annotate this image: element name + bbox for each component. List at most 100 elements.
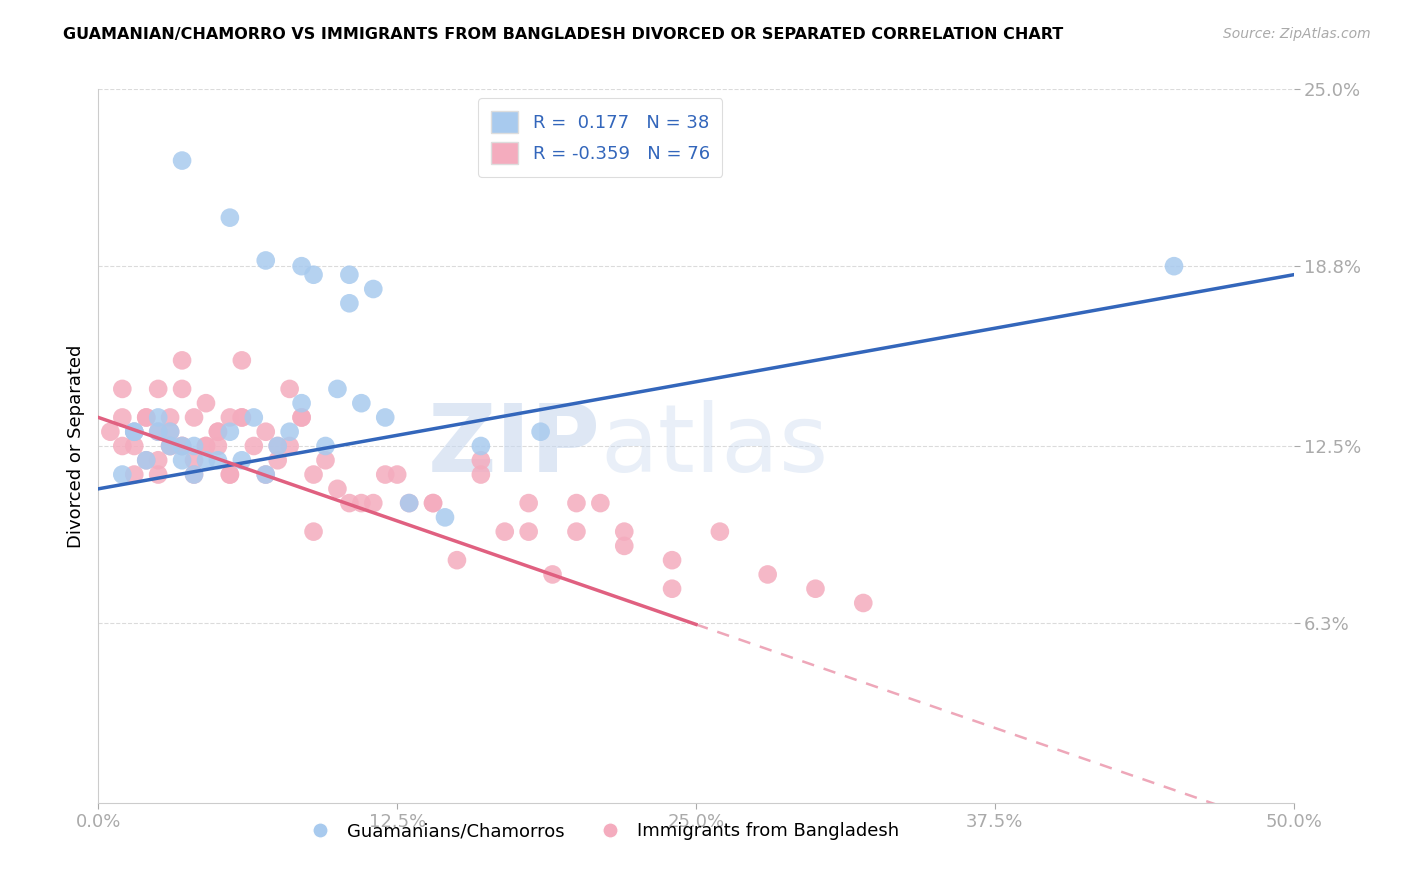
Point bbox=[302, 524, 325, 539]
Point bbox=[111, 410, 134, 425]
Point bbox=[315, 439, 337, 453]
Text: Source: ZipAtlas.com: Source: ZipAtlas.com bbox=[1223, 27, 1371, 41]
Point bbox=[135, 410, 157, 425]
Point bbox=[207, 453, 229, 467]
Point bbox=[374, 410, 396, 425]
Point bbox=[148, 467, 170, 482]
Point bbox=[398, 496, 420, 510]
Text: GUAMANIAN/CHAMORRO VS IMMIGRANTS FROM BANGLADESH DIVORCED OR SEPARATED CORRELATI: GUAMANIAN/CHAMORRO VS IMMIGRANTS FROM BA… bbox=[63, 27, 1063, 42]
Point bbox=[148, 453, 170, 467]
Point bbox=[494, 524, 516, 539]
Point bbox=[291, 410, 314, 425]
Point bbox=[326, 382, 349, 396]
Point bbox=[385, 467, 409, 482]
Point bbox=[756, 567, 779, 582]
Point bbox=[254, 467, 277, 482]
Point bbox=[613, 539, 636, 553]
Point bbox=[709, 524, 731, 539]
Point bbox=[148, 382, 170, 396]
Point bbox=[148, 410, 170, 425]
Point bbox=[159, 410, 181, 425]
Point bbox=[267, 439, 290, 453]
Point bbox=[183, 410, 205, 425]
Point bbox=[278, 382, 301, 396]
Point bbox=[852, 596, 875, 610]
Point bbox=[148, 425, 170, 439]
Point bbox=[446, 553, 468, 567]
Point bbox=[148, 425, 170, 439]
Point bbox=[291, 396, 314, 410]
Point bbox=[195, 439, 218, 453]
Point bbox=[195, 439, 218, 453]
Point bbox=[398, 496, 420, 510]
Point bbox=[267, 453, 290, 467]
Point bbox=[195, 396, 218, 410]
Point bbox=[326, 482, 349, 496]
Point bbox=[159, 439, 181, 453]
Point bbox=[422, 496, 444, 510]
Point bbox=[219, 467, 242, 482]
Point bbox=[517, 496, 540, 510]
Point bbox=[363, 282, 385, 296]
Point bbox=[219, 211, 242, 225]
Legend: Guamanians/Chamorros, Immigrants from Bangladesh: Guamanians/Chamorros, Immigrants from Ba… bbox=[295, 815, 905, 847]
Point bbox=[111, 467, 134, 482]
Point bbox=[124, 439, 146, 453]
Point bbox=[172, 439, 194, 453]
Point bbox=[207, 425, 229, 439]
Point bbox=[470, 467, 492, 482]
Point bbox=[363, 496, 385, 510]
Point bbox=[278, 425, 301, 439]
Point bbox=[661, 582, 683, 596]
Point bbox=[374, 467, 396, 482]
Point bbox=[350, 496, 373, 510]
Point bbox=[339, 296, 361, 310]
Point bbox=[613, 524, 636, 539]
Point bbox=[172, 153, 194, 168]
Point bbox=[219, 467, 242, 482]
Point bbox=[219, 425, 242, 439]
Point bbox=[183, 453, 205, 467]
Point bbox=[804, 582, 827, 596]
Point bbox=[219, 410, 242, 425]
Point bbox=[291, 410, 314, 425]
Point bbox=[422, 496, 444, 510]
Point bbox=[111, 439, 134, 453]
Point bbox=[267, 439, 290, 453]
Point bbox=[207, 425, 229, 439]
Point bbox=[172, 439, 194, 453]
Point bbox=[541, 567, 564, 582]
Y-axis label: Divorced or Separated: Divorced or Separated bbox=[66, 344, 84, 548]
Point bbox=[470, 439, 492, 453]
Point bbox=[302, 268, 325, 282]
Point bbox=[231, 353, 253, 368]
Point bbox=[124, 425, 146, 439]
Point bbox=[111, 382, 134, 396]
Point bbox=[243, 410, 266, 425]
Point bbox=[517, 524, 540, 539]
Point bbox=[291, 259, 314, 273]
Point bbox=[159, 439, 181, 453]
Point bbox=[565, 496, 588, 510]
Point bbox=[339, 496, 361, 510]
Point bbox=[159, 425, 181, 439]
Point bbox=[661, 553, 683, 567]
Point bbox=[350, 396, 373, 410]
Point bbox=[434, 510, 457, 524]
Point bbox=[124, 425, 146, 439]
Point bbox=[231, 453, 253, 467]
Point bbox=[231, 410, 253, 425]
Point bbox=[172, 439, 194, 453]
Point bbox=[589, 496, 612, 510]
Point bbox=[172, 353, 194, 368]
Point bbox=[470, 453, 492, 467]
Point bbox=[302, 467, 325, 482]
Point bbox=[278, 439, 301, 453]
Text: ZIP: ZIP bbox=[427, 400, 600, 492]
Point bbox=[530, 425, 553, 439]
Point bbox=[243, 439, 266, 453]
Point bbox=[231, 410, 253, 425]
Point bbox=[1163, 259, 1185, 273]
Point bbox=[183, 467, 205, 482]
Point bbox=[565, 524, 588, 539]
